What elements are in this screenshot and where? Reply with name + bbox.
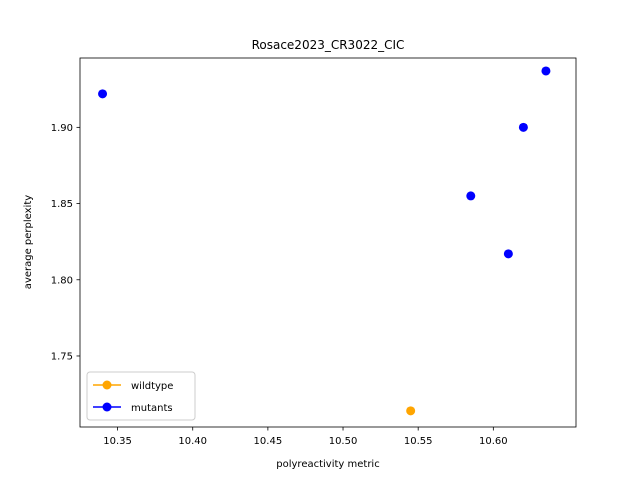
- legend-label: wildtype: [131, 381, 173, 392]
- x-tick-label: 10.40: [178, 436, 207, 447]
- data-points: [98, 66, 551, 416]
- plot-frame: [79, 57, 577, 428]
- x-axis: 10.35 10.40 10.45 10.50 10.55 10.60: [103, 427, 508, 447]
- mutants-point: [541, 66, 551, 76]
- x-tick-label: 10.50: [329, 436, 358, 447]
- y-axis-label: average perplexity: [23, 195, 34, 289]
- legend-box: [86, 371, 196, 421]
- x-axis-label: polyreactivity metric: [276, 459, 379, 470]
- y-tick-label: 1.90: [51, 123, 73, 134]
- legend-label: mutants: [131, 403, 173, 414]
- y-tick-label: 1.85: [51, 199, 73, 210]
- x-tick-label: 10.60: [479, 436, 508, 447]
- chart-title: Rosace2023_CR3022_CIC: [252, 38, 405, 52]
- legend-marker: [102, 380, 112, 390]
- x-tick-label: 10.55: [404, 436, 433, 447]
- wildtype-point: [406, 406, 416, 416]
- legend: wildtype mutants: [86, 371, 196, 421]
- x-tick-label: 10.45: [254, 436, 283, 447]
- plot-area: [79, 57, 577, 428]
- legend-marker: [102, 402, 112, 412]
- mutants-point: [503, 249, 513, 259]
- mutants-point: [466, 191, 476, 201]
- mutants-point: [98, 89, 108, 99]
- y-tick-label: 1.75: [51, 351, 73, 362]
- y-axis: 1.75 1.80 1.85 1.90: [51, 123, 80, 362]
- x-tick-label: 10.35: [103, 436, 132, 447]
- mutants-point: [518, 122, 528, 132]
- y-tick-label: 1.80: [51, 275, 73, 286]
